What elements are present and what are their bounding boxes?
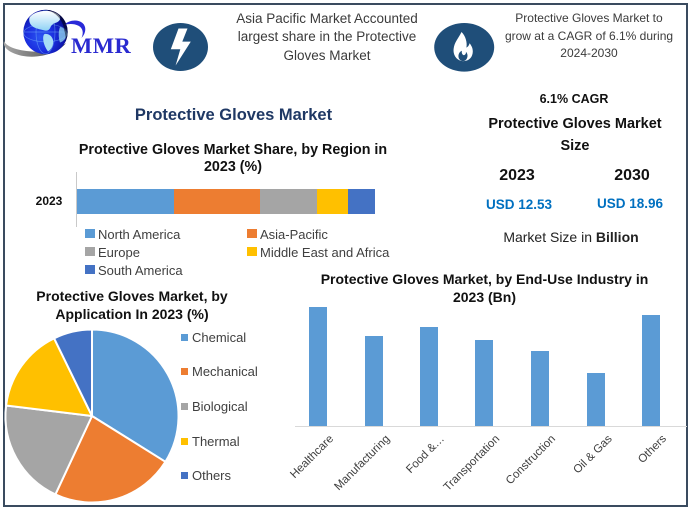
svg-text:MMR: MMR bbox=[71, 33, 131, 58]
